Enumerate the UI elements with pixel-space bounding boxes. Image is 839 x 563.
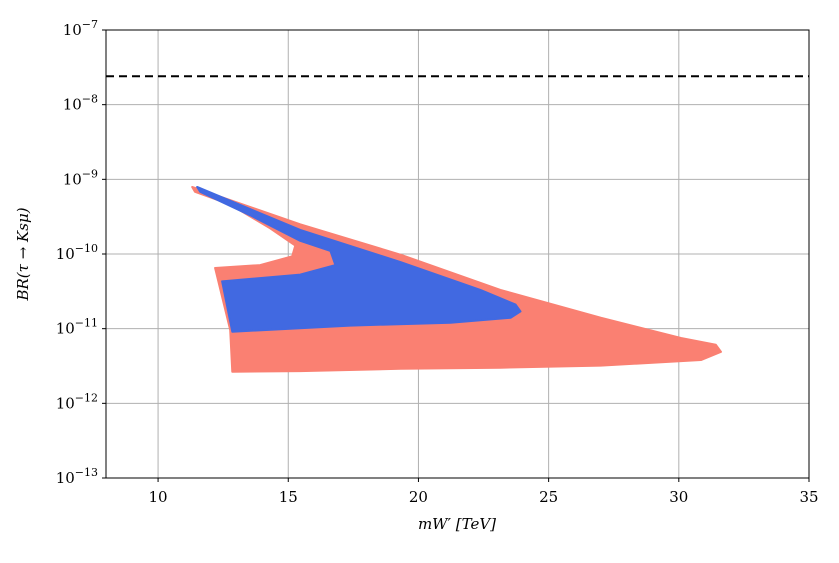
grid	[106, 29, 810, 479]
y-axis-label: BR(τ → Ksμ)	[14, 207, 32, 301]
y-tick-label: 10−12	[56, 391, 98, 412]
y-tick-exponent: −11	[75, 317, 98, 330]
y-tick-label: 10−10	[56, 242, 98, 263]
x-axis-label: mW′ [TeV]	[418, 515, 496, 533]
x-tick-label: 35	[799, 488, 818, 506]
data-layer	[191, 185, 722, 373]
y-tick-base: 10	[56, 394, 75, 412]
y-tick-base: 10	[56, 245, 75, 263]
y-tick-base: 10	[63, 170, 82, 188]
x-tick-label: 15	[279, 488, 298, 506]
y-tick-base: 10	[56, 320, 75, 338]
y-tick-exponent: −12	[75, 391, 98, 404]
y-tick-label: 10−7	[63, 18, 98, 39]
region	[196, 185, 522, 333]
plot-frame	[105, 29, 810, 479]
y-tick-exponent: −7	[82, 18, 98, 31]
y-tick-exponent: −10	[75, 242, 98, 255]
x-tick-label: 10	[149, 488, 168, 506]
y-tick-exponent: −8	[82, 93, 98, 106]
y-tick-label: 10−13	[56, 466, 98, 487]
x-tick-label: 20	[409, 488, 428, 506]
y-tick-exponent: −9	[82, 167, 98, 180]
x-tick-label: 25	[539, 488, 558, 506]
y-tick-exponent: −13	[75, 466, 98, 479]
y-tick-label: 10−9	[63, 167, 98, 188]
y-tick-base: 10	[63, 21, 82, 39]
y-tick-label: 10−11	[56, 317, 98, 338]
y-tick-base: 10	[63, 96, 82, 114]
y-tick-label: 10−8	[63, 93, 98, 114]
x-tick-label: 30	[669, 488, 688, 506]
y-tick-base: 10	[56, 469, 75, 487]
